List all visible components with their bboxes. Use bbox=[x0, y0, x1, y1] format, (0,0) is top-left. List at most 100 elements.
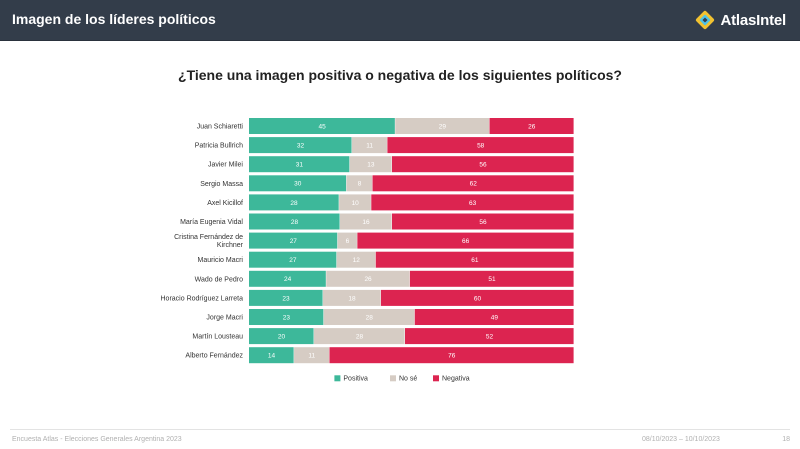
bar-no-se-axel-kicillof bbox=[339, 194, 371, 211]
bar-negativa-alberto-fernandez bbox=[329, 347, 574, 364]
category-label: Cristina Fernández de Kirchner bbox=[174, 234, 244, 249]
bar-no-se-cristina-fernandez-de-kirchner bbox=[337, 232, 357, 249]
bar-negativa-javier-milei bbox=[392, 156, 574, 173]
category-label: Wado de Pedro bbox=[195, 276, 243, 283]
bar-positiva-horacio-rodriguez-larreta bbox=[249, 289, 323, 306]
bar-no-se-patricia-bullrich bbox=[351, 137, 387, 154]
bar-no-se-mauricio-macri bbox=[336, 251, 376, 268]
bar-no-se-maria-eugenia-vidal bbox=[340, 213, 392, 230]
data-label: 18 bbox=[348, 295, 356, 302]
data-label: 31 bbox=[296, 162, 304, 169]
bar-negativa-horacio-rodriguez-larreta bbox=[380, 289, 574, 306]
category-label: Alberto Fernández bbox=[185, 353, 243, 360]
bar-positiva-martin-lousteau bbox=[249, 328, 314, 345]
data-label: 20 bbox=[278, 334, 286, 341]
data-label: 62 bbox=[470, 181, 478, 188]
bar-negativa-martin-lousteau bbox=[405, 328, 574, 345]
category-label: Axel Kicillof bbox=[207, 200, 243, 207]
data-label: 16 bbox=[362, 219, 370, 226]
bar-positiva-maria-eugenia-vidal bbox=[249, 213, 340, 230]
data-label: 6 bbox=[346, 238, 350, 245]
bar-positiva-mauricio-macri bbox=[249, 251, 337, 268]
bar-positiva-patricia-bullrich bbox=[249, 137, 352, 154]
data-label: 52 bbox=[486, 334, 494, 341]
data-label: 28 bbox=[290, 200, 298, 207]
category-label: Juan Schiaretti bbox=[197, 124, 244, 131]
data-label: 24 bbox=[284, 276, 292, 283]
chart-question: ¿Tiene una imagen positiva o negativa de… bbox=[178, 67, 622, 83]
legend-swatch-negativa bbox=[433, 375, 439, 382]
category-label: Patricia Bullrich bbox=[195, 143, 243, 150]
category-label: Javier Milei bbox=[208, 162, 243, 169]
bar-negativa-axel-kicillof bbox=[371, 194, 574, 211]
legend-label: No sé bbox=[399, 375, 417, 382]
page-title: Imagen de los líderes políticos bbox=[12, 11, 216, 27]
bar-positiva-axel-kicillof bbox=[249, 194, 339, 211]
data-label: 76 bbox=[448, 353, 456, 360]
data-label: 29 bbox=[439, 123, 447, 130]
data-label: 58 bbox=[477, 143, 485, 150]
category-label: María Eugenia Vidal bbox=[180, 219, 243, 226]
data-label: 14 bbox=[268, 353, 276, 360]
category-label: Mauricio Macri bbox=[197, 257, 243, 264]
bar-no-se-juan-schiaretti bbox=[395, 118, 490, 134]
data-label: 60 bbox=[474, 295, 482, 302]
bar-no-se-martin-lousteau bbox=[314, 328, 405, 345]
legend-swatch-no-se bbox=[390, 375, 396, 382]
data-label: 45 bbox=[319, 123, 327, 130]
category-label: Sergio Massa bbox=[200, 181, 243, 188]
header-bar: Imagen de los líderes políticos AtlasInt… bbox=[0, 0, 800, 41]
data-label: 63 bbox=[469, 200, 477, 207]
data-label: 27 bbox=[289, 257, 297, 264]
data-label: 32 bbox=[297, 143, 305, 150]
bar-no-se-sergio-massa bbox=[346, 175, 373, 192]
bar-positiva-wado-de-pedro bbox=[249, 270, 326, 287]
bar-positiva-jorge-macri bbox=[249, 309, 324, 325]
bar-no-se-javier-milei bbox=[349, 156, 392, 173]
data-label: 8 bbox=[358, 181, 362, 188]
data-label: 30 bbox=[294, 181, 302, 188]
page-number: 18 bbox=[782, 436, 790, 443]
category-label: Horacio Rodríguez Larreta bbox=[161, 295, 244, 302]
data-label: 23 bbox=[282, 295, 290, 302]
bar-positiva-cristina-fernandez-de-kirchner bbox=[249, 232, 338, 249]
data-label: 12 bbox=[353, 257, 361, 264]
bar-positiva-sergio-massa bbox=[249, 175, 347, 192]
data-label: 61 bbox=[471, 257, 479, 264]
data-label: 11 bbox=[366, 143, 373, 150]
category-label: Jorge Macri bbox=[206, 315, 243, 322]
data-label: 26 bbox=[528, 123, 536, 130]
bar-positiva-javier-milei bbox=[249, 156, 350, 173]
bar-negativa-juan-schiaretti bbox=[489, 118, 574, 134]
footer-source: Encuesta Atlas - Elecciones Generales Ar… bbox=[12, 436, 182, 443]
bar-no-se-horacio-rodriguez-larreta bbox=[323, 289, 381, 306]
stacked-bar-chart: Juan Schiaretti 45 29 26 Patricia Bullrich 32… bbox=[161, 118, 574, 382]
bar-negativa-patricia-bullrich bbox=[387, 137, 574, 154]
legend-swatch-positiva bbox=[334, 375, 341, 382]
data-label: 66 bbox=[462, 238, 470, 245]
bar-negativa-cristina-fernandez-de-kirchner bbox=[357, 232, 574, 249]
footer-dates: 08/10/2023 – 10/10/2023 bbox=[642, 436, 720, 443]
data-label: 27 bbox=[290, 238, 298, 245]
bar-positiva-juan-schiaretti bbox=[249, 118, 395, 134]
data-label: 26 bbox=[364, 276, 372, 283]
bar-positiva-alberto-fernandez bbox=[249, 347, 294, 364]
bar-negativa-maria-eugenia-vidal bbox=[392, 213, 574, 230]
data-label: 51 bbox=[488, 276, 496, 283]
data-label: 28 bbox=[366, 314, 374, 321]
data-label: 10 bbox=[352, 200, 360, 207]
bar-no-se-alberto-fernandez bbox=[294, 347, 330, 364]
data-label: 28 bbox=[291, 219, 299, 226]
data-label: 13 bbox=[367, 162, 375, 169]
bar-negativa-jorge-macri bbox=[414, 309, 574, 325]
atlasintel-diamond-logo-icon bbox=[696, 10, 715, 30]
brand-name: AtlasIntel bbox=[720, 11, 786, 29]
bar-no-se-jorge-macri bbox=[323, 309, 415, 325]
data-label: 56 bbox=[479, 219, 487, 226]
category-label: Martín Lousteau bbox=[192, 334, 243, 341]
footer-divider bbox=[10, 429, 790, 430]
bar-negativa-sergio-massa bbox=[372, 175, 574, 192]
data-label: 11 bbox=[308, 353, 315, 360]
data-label: 28 bbox=[356, 334, 364, 341]
bar-no-se-wado-de-pedro bbox=[326, 270, 410, 287]
